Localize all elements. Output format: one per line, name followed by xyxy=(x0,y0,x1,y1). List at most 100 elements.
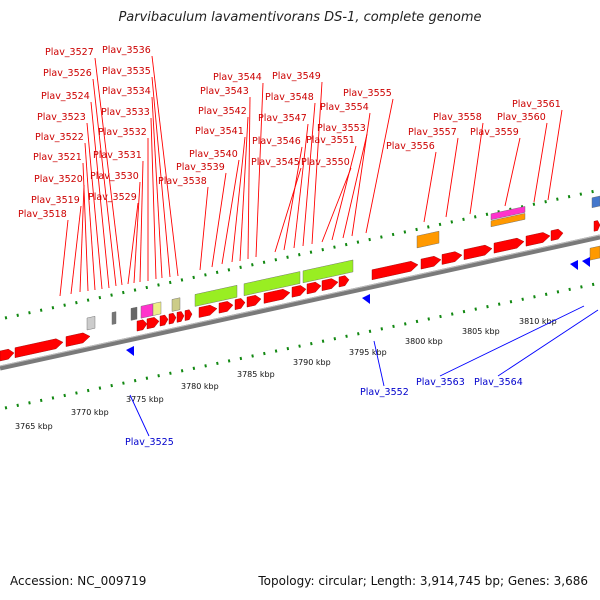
forward-gene-label[interactable]: Plav_3546 xyxy=(252,136,301,147)
forward-gene-label[interactable]: Plav_3555 xyxy=(343,88,392,99)
forward-gene-label[interactable]: Plav_3532 xyxy=(98,127,147,138)
forward-gene[interactable] xyxy=(159,314,169,327)
olive-feature-block[interactable] xyxy=(171,297,181,312)
forward-gene-label[interactable]: Plav_3560 xyxy=(497,112,546,123)
forward-gene-label[interactable]: Plav_3534 xyxy=(102,86,151,97)
forward-gene[interactable] xyxy=(146,316,160,330)
forward-gene-label[interactable]: Plav_3558 xyxy=(433,112,482,123)
forward-label-leader xyxy=(504,137,521,207)
forward-gene-label[interactable]: Plav_3541 xyxy=(195,126,244,137)
forward-gene-label[interactable]: Plav_3522 xyxy=(35,132,84,143)
forward-gene-label[interactable]: Plav_3539 xyxy=(176,162,225,173)
forward-gene[interactable] xyxy=(198,304,218,318)
forward-gene-label[interactable]: Plav_3548 xyxy=(265,92,314,103)
green-feature-block[interactable] xyxy=(243,271,301,296)
forward-gene-label[interactable]: Plav_3533 xyxy=(101,107,150,118)
forward-gene-label[interactable]: Plav_3524 xyxy=(41,91,90,102)
reverse-label-leader xyxy=(129,394,150,437)
forward-gene[interactable] xyxy=(338,275,350,288)
forward-gene-label[interactable]: Plav_3535 xyxy=(102,66,151,77)
backbone-highlight xyxy=(0,234,600,367)
forward-gene[interactable] xyxy=(371,260,419,281)
forward-gene-label[interactable]: Plav_3519 xyxy=(31,195,80,206)
forward-gene-label[interactable]: Plav_3543 xyxy=(200,86,249,97)
forward-label-leader xyxy=(84,142,96,291)
forward-gene-label[interactable]: Plav_3547 xyxy=(258,113,307,124)
forward-gene[interactable] xyxy=(306,281,322,295)
forward-gene-label[interactable]: Plav_3542 xyxy=(198,106,247,117)
gray-feature-block[interactable] xyxy=(111,311,117,325)
forward-gene-label[interactable]: Plav_3536 xyxy=(102,45,151,56)
magenta-feature-block[interactable] xyxy=(140,303,154,319)
forward-gene[interactable] xyxy=(420,255,442,270)
forward-gene-label[interactable]: Plav_3540 xyxy=(189,149,238,160)
reverse-gene[interactable] xyxy=(582,257,590,267)
forward-gene[interactable] xyxy=(441,250,463,265)
label-leaders xyxy=(59,55,599,437)
forward-gene[interactable] xyxy=(176,311,185,323)
reverse-gene-label[interactable]: Plav_3563 xyxy=(416,377,465,388)
forward-gene[interactable] xyxy=(493,237,525,254)
forward-label-leader xyxy=(211,172,227,268)
forward-gene-label[interactable]: Plav_3561 xyxy=(512,99,561,110)
forward-gene[interactable] xyxy=(246,294,262,308)
forward-gene-label[interactable]: Plav_3526 xyxy=(43,68,92,79)
forward-gene-label[interactable]: Plav_3523 xyxy=(37,112,86,123)
forward-gene-label[interactable]: Plav_3518 xyxy=(18,209,67,220)
forward-gene[interactable] xyxy=(65,331,91,347)
forward-label-leader xyxy=(311,81,323,245)
forward-gene[interactable] xyxy=(525,231,551,247)
kbp-scale: 3765 kbp 3770 kbp 3775 kbp 3780 kbp 3785 kbp… xyxy=(15,317,557,431)
reverse-gene[interactable] xyxy=(362,294,370,304)
forward-gene-label[interactable]: Plav_3538 xyxy=(158,176,207,187)
orange-feature-block[interactable] xyxy=(416,230,440,249)
forward-gene-label[interactable]: Plav_3554 xyxy=(320,102,369,113)
forward-gene[interactable] xyxy=(321,277,339,291)
forward-gene-label[interactable]: Plav_3527 xyxy=(45,47,94,58)
forward-gene[interactable] xyxy=(136,319,148,332)
forward-gene-label[interactable]: Plav_3520 xyxy=(34,174,83,185)
forward-gene[interactable] xyxy=(263,288,291,304)
forward-gene[interactable] xyxy=(0,348,15,362)
forward-gene[interactable] xyxy=(291,284,307,298)
reverse-gene-label[interactable]: Plav_3552 xyxy=(360,387,409,398)
yellow-feature-block[interactable] xyxy=(152,301,162,316)
forward-gene-label[interactable]: Plav_3556 xyxy=(386,141,435,152)
forward-gene-label[interactable]: Plav_3529 xyxy=(88,192,137,203)
magenta-feature-block[interactable] xyxy=(490,206,526,221)
orange-feature-block[interactable] xyxy=(589,245,600,261)
orange-feature-block[interactable] xyxy=(490,213,526,228)
lightgray-feature-block[interactable] xyxy=(86,316,96,331)
forward-gene-label[interactable]: Plav_3557 xyxy=(408,127,457,138)
kbp-tick-label: 3780 kbp xyxy=(181,382,219,391)
blue-feature-block[interactable] xyxy=(591,195,600,208)
forward-gene-label[interactable]: Plav_3544 xyxy=(213,72,262,83)
forward-gene[interactable] xyxy=(14,337,64,358)
reverse-gene-label[interactable]: Plav_3525 xyxy=(125,437,174,448)
forward-gene-label[interactable]: Plav_3551 xyxy=(306,135,355,146)
forward-label-leader xyxy=(151,96,163,279)
forward-gene[interactable] xyxy=(550,228,564,241)
forward-gene[interactable] xyxy=(593,220,600,232)
gray-feature-block[interactable] xyxy=(130,306,138,321)
forward-label-leader xyxy=(79,184,85,293)
forward-gene-label[interactable]: Plav_3549 xyxy=(272,71,321,82)
forward-gene-label[interactable]: Plav_3553 xyxy=(317,123,366,134)
forward-gene-label[interactable]: Plav_3521 xyxy=(33,152,82,163)
reverse-gene-label[interactable]: Plav_3564 xyxy=(474,377,523,388)
forward-gene[interactable] xyxy=(463,244,493,260)
forward-gene[interactable] xyxy=(218,300,234,314)
forward-gene[interactable] xyxy=(184,309,193,321)
reverse-gene[interactable] xyxy=(570,260,578,270)
forward-gene-label[interactable]: Plav_3545 xyxy=(251,157,300,168)
forward-gene-label[interactable]: Plav_3550 xyxy=(301,157,350,168)
forward-gene[interactable] xyxy=(168,312,177,325)
forward-gene-label[interactable]: Plav_3559 xyxy=(470,127,519,138)
green-feature-block[interactable] xyxy=(194,285,238,307)
forward-gene-label[interactable]: Plav_3531 xyxy=(93,150,142,161)
reverse-label-leader xyxy=(439,305,585,377)
reverse-gene[interactable] xyxy=(126,346,134,356)
green-feature-block[interactable] xyxy=(302,259,354,284)
forward-gene[interactable] xyxy=(234,298,246,310)
forward-gene-label[interactable]: Plav_3530 xyxy=(90,171,139,182)
